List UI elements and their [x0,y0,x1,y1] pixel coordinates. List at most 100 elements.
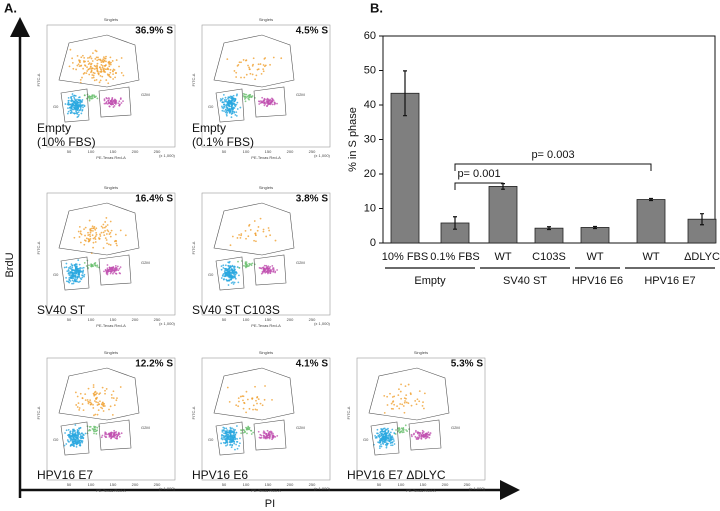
event-dot [409,392,412,395]
event-dot [95,398,97,400]
event-dot [96,69,99,72]
event-dot [250,429,253,432]
event-dot [254,408,257,411]
event-dot [96,66,99,68]
event-dot [69,276,72,279]
event-dot [96,404,99,406]
event-dot [82,270,84,273]
event-dot [416,432,419,435]
event-dot [91,225,94,228]
plot-xtick: 100 [88,149,95,154]
event-dot [75,278,78,281]
event-dot [235,404,238,407]
event-dot [72,428,74,431]
event-dot [115,437,118,440]
plot-xlabel: PE-Texas Red-A [96,488,126,493]
event-dot [271,398,273,401]
plot-xtick: 200 [132,317,139,322]
event-dot [245,261,248,264]
event-dot [120,72,123,74]
event-dot [80,101,83,104]
event-dot [260,101,263,103]
g2m-label: G2M [451,425,460,430]
event-dot [245,96,248,98]
event-dot [230,266,232,268]
event-dot [92,67,94,70]
event-dot [270,100,273,103]
event-dot [68,65,71,68]
event-dot [117,269,120,272]
event-dot [118,65,120,68]
event-dot [238,266,241,269]
event-dot [74,441,77,443]
event-dot [231,436,233,439]
event-dot [228,108,230,111]
event-dot [70,438,73,441]
event-dot [257,226,260,228]
event-dot [77,105,80,108]
event-dot [112,390,115,393]
event-dot [92,229,94,232]
event-dot [96,67,99,70]
event-dot [83,57,86,59]
plot-xtick: 100 [243,482,250,487]
event-dot [419,432,422,434]
event-dot [115,272,118,275]
event-dot [87,234,90,236]
event-dot [65,276,68,279]
event-dot [71,431,74,433]
plot-title: Singlets [259,350,273,355]
event-dot [97,401,99,404]
plot-xlabel: PE-Texas Red-A [251,323,281,328]
gate [60,421,90,456]
event-dot [78,65,81,68]
event-dot [92,384,95,386]
event-dot [70,267,72,270]
event-dot [236,64,239,67]
event-dot [227,433,230,436]
event-dot [251,73,254,76]
event-dot [74,100,76,102]
event-dot [221,101,224,104]
event-dot [72,112,75,114]
event-dot [232,108,235,111]
event-dot [101,66,104,69]
event-dot [94,264,97,267]
event-dot [389,433,391,436]
error-bar [593,225,597,230]
event-dot [72,95,74,98]
event-dot [422,401,424,404]
event-dot [89,403,92,406]
event-dot [107,61,110,64]
plot-xtick: 250 [154,482,161,487]
event-dot [228,96,231,99]
flow-plot: Singlets FITC-A PE-Texas Red-A 50 100 150 200 2… [36,185,175,328]
event-dot [94,238,97,240]
event-dot [392,407,394,410]
event-dot [428,433,431,436]
event-dot [119,266,122,268]
event-dot [232,428,235,431]
event-dot [262,68,265,70]
event-dot [280,57,283,60]
event-dot [116,433,118,436]
event-dot [88,239,91,242]
event-dot [74,391,77,394]
event-dot [259,217,262,220]
event-dot [270,432,272,434]
event-dot [380,445,383,448]
event-dot [269,272,272,275]
event-dot [71,61,74,64]
event-dot [65,429,68,432]
event-dot [222,429,225,432]
event-dot [103,102,106,105]
event-dot [109,269,112,272]
event-dot [235,443,238,446]
plot-xtick: 200 [132,482,139,487]
g0-label: G0 [53,104,59,109]
event-dot [383,411,386,414]
event-dot [109,272,112,275]
event-dot [239,106,242,109]
event-dot [99,235,102,237]
event-dot [222,278,225,281]
